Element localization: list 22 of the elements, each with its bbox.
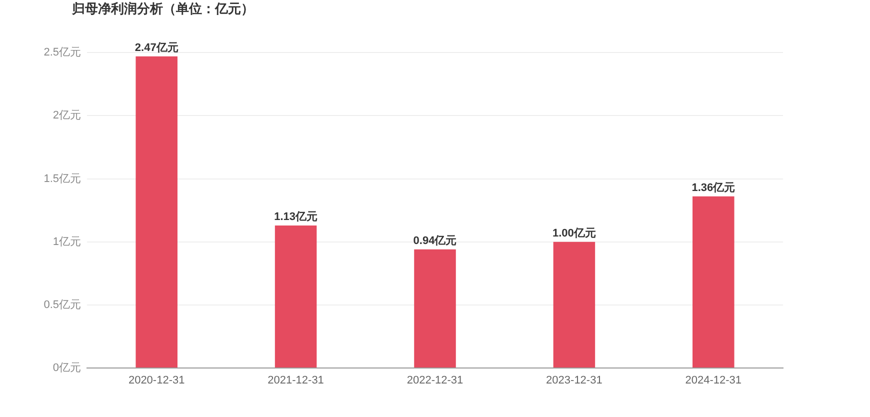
y-tick-label: 0.5亿元 — [44, 298, 81, 311]
bar — [274, 225, 317, 368]
chart-title: 归母净利润分析（单位：亿元） — [72, 0, 254, 18]
data-label: 1.00亿元 — [552, 227, 596, 240]
bar — [414, 249, 456, 368]
data-label: 1.36亿元 — [692, 182, 736, 194]
y-tick-label: 2.5亿元 — [44, 46, 81, 59]
x-tick-label: 2024-12-31 — [685, 374, 742, 387]
bar — [136, 56, 178, 368]
x-tick-label: 2022-12-31 — [406, 374, 464, 387]
y-tick-label: 2亿元 — [52, 110, 81, 122]
x-tick-label: 2023-12-31 — [546, 374, 602, 387]
x-tick-label: 2020-12-31 — [128, 374, 185, 387]
bar — [692, 196, 734, 368]
x-tick-label: 2021-12-31 — [268, 374, 324, 387]
data-label: 1.13亿元 — [274, 210, 318, 223]
y-tick-label: 0亿元 — [52, 362, 81, 374]
data-label: 0.94亿元 — [413, 234, 457, 247]
y-tick-label: 1.5亿元 — [44, 172, 81, 185]
data-label: 2.47亿元 — [134, 42, 178, 54]
y-tick-label: 1亿元 — [52, 236, 81, 248]
bar — [553, 242, 596, 368]
